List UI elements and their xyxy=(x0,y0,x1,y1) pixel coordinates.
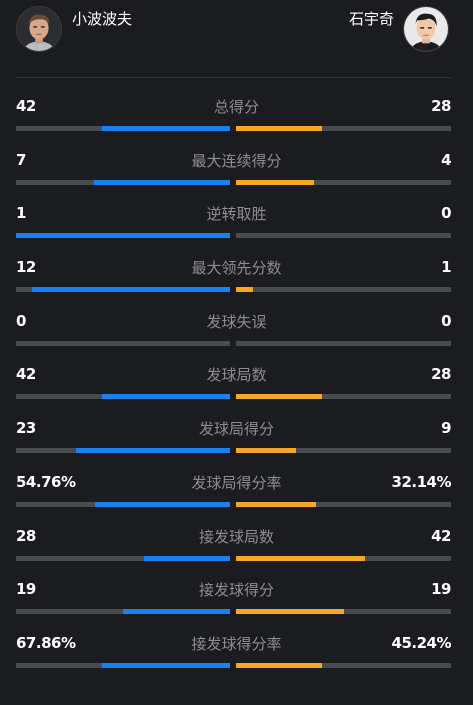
stat-right-bar-fill xyxy=(236,555,365,561)
stat-left-bar-fill xyxy=(101,662,230,668)
stat-label: 发球局得分率 xyxy=(191,473,282,492)
stat-label: 发球局数 xyxy=(206,366,267,385)
match-header: 小波波夫 石宇奇 xyxy=(0,0,473,78)
stat-left-bar-fill xyxy=(32,287,230,293)
stat-left-bar-fill xyxy=(101,394,230,400)
player-right-avatar[interactable] xyxy=(403,6,449,52)
stat-right-bar-fill xyxy=(236,287,253,293)
stat-row: 12 最大领先分数 1 xyxy=(0,253,473,307)
stat-right-bar-fill xyxy=(236,394,322,400)
stat-row: 7 最大连续得分 4 xyxy=(0,146,473,200)
stat-right-value: 0 xyxy=(441,204,451,223)
stat-left-bar-fill xyxy=(93,179,230,185)
stat-left-value: 7 xyxy=(16,150,26,169)
stat-right-bar-fill xyxy=(236,179,315,185)
stat-label: 接发球局数 xyxy=(198,527,274,546)
stat-right-value: 28 xyxy=(431,365,451,384)
stat-right-bar-fill xyxy=(236,448,297,454)
header-divider xyxy=(16,77,451,78)
stat-left-bar xyxy=(16,287,230,293)
stat-left-bar-fill xyxy=(144,555,230,561)
stat-left-bar-fill xyxy=(95,501,230,507)
stat-row: 67.86% 接发球得分率 45.24% xyxy=(0,629,473,683)
stat-left-bar xyxy=(16,340,230,346)
stat-right-bar-fill xyxy=(236,501,316,507)
stat-left-value: 0 xyxy=(16,311,26,330)
stat-left-value: 42 xyxy=(16,365,36,384)
stat-right-bar xyxy=(236,662,451,668)
stat-right-value: 1 xyxy=(441,258,451,277)
stat-left-bar xyxy=(16,448,230,454)
stat-left-bar-fill xyxy=(76,448,230,454)
player-right-name: 石宇奇 xyxy=(348,10,394,28)
stat-left-value: 42 xyxy=(16,97,36,115)
stat-label: 最大连续得分 xyxy=(191,151,282,170)
stat-row: 0 发球失误 0 xyxy=(0,307,473,361)
stat-label: 逆转取胜 xyxy=(206,205,267,224)
stat-right-value: 0 xyxy=(441,311,451,330)
stat-right-value: 32.14% xyxy=(391,472,452,491)
stat-right-value: 45.24% xyxy=(391,633,452,652)
stat-right-bar-fill xyxy=(236,609,344,615)
stat-left-value: 54.76% xyxy=(16,472,76,491)
stat-left-bar xyxy=(16,662,230,668)
stat-label: 接发球得分 xyxy=(198,581,274,600)
stat-row: 19 接发球得分 19 xyxy=(0,575,473,629)
stat-right-value: 9 xyxy=(441,419,451,438)
stat-left-bar xyxy=(16,501,230,507)
player-left-avatar[interactable] xyxy=(16,6,62,52)
stat-left-bar xyxy=(16,609,230,615)
player-left-name: 小波波夫 xyxy=(72,10,133,28)
stat-right-bar xyxy=(236,233,451,239)
stat-right-bar xyxy=(236,555,451,561)
stat-row: 23 发球局得分 9 xyxy=(0,414,473,468)
stat-left-bar-fill xyxy=(101,126,230,131)
stat-right-bar xyxy=(236,340,451,346)
stat-left-bar xyxy=(16,394,230,400)
player-right-photo xyxy=(404,7,448,51)
stat-right-bar xyxy=(236,501,451,507)
stat-left-bar xyxy=(16,233,230,239)
stats-list: 42 总得分 28 7 最大连续得分 4 1 逆转取胜 0 12 最大领先分数 … xyxy=(0,92,473,683)
stat-left-bar xyxy=(16,126,230,131)
stat-left-bar-fill xyxy=(123,609,230,615)
stat-left-bar xyxy=(16,555,230,561)
stat-left-value: 19 xyxy=(16,580,36,599)
stat-left-value: 23 xyxy=(16,419,36,438)
stat-label: 总得分 xyxy=(213,98,259,116)
stat-label: 最大领先分数 xyxy=(191,259,282,278)
stat-right-bar xyxy=(236,126,451,131)
stat-right-bar-fill xyxy=(236,126,322,131)
stat-right-value: 19 xyxy=(431,580,451,599)
stat-left-value: 12 xyxy=(16,258,36,277)
stat-right-bar xyxy=(236,179,451,185)
stat-right-bar xyxy=(236,287,451,293)
stat-right-bar xyxy=(236,609,451,615)
stat-left-bar xyxy=(16,179,230,185)
stat-right-value: 28 xyxy=(431,97,451,115)
stat-label: 发球局得分 xyxy=(198,420,274,439)
player-left-photo xyxy=(17,7,61,51)
stat-row: 28 接发球局数 42 xyxy=(0,522,473,576)
stat-right-value: 4 xyxy=(441,150,451,169)
stat-left-bar-fill xyxy=(16,233,230,239)
stat-left-value: 28 xyxy=(16,526,36,545)
stat-row: 42 总得分 28 xyxy=(0,92,473,146)
stat-row: 54.76% 发球局得分率 32.14% xyxy=(0,468,473,522)
stat-right-bar xyxy=(236,448,451,454)
stat-left-value: 67.86% xyxy=(16,633,76,652)
stat-right-bar-fill xyxy=(236,662,322,668)
stat-right-bar xyxy=(236,394,451,400)
stat-left-value: 1 xyxy=(16,204,26,223)
stat-label: 发球失误 xyxy=(206,312,267,331)
stat-label: 接发球得分率 xyxy=(191,634,282,653)
stat-row: 42 发球局数 28 xyxy=(0,360,473,414)
stat-right-value: 42 xyxy=(431,526,451,545)
stat-row: 1 逆转取胜 0 xyxy=(0,199,473,253)
